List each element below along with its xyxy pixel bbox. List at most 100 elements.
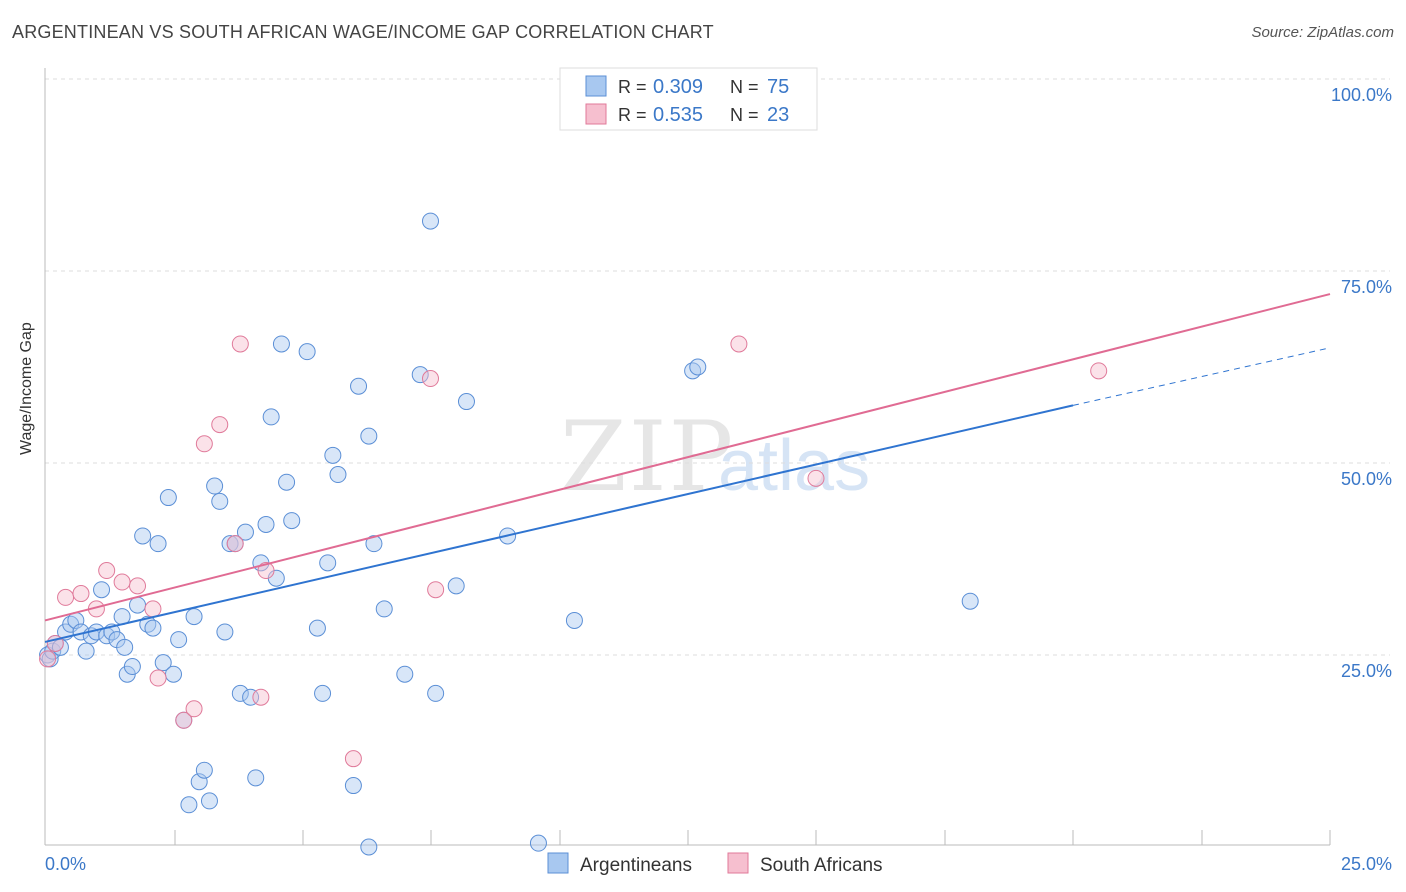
data-point-blue [360,427,378,445]
legend-swatch-pink [585,103,607,125]
data-point-pink [129,577,147,595]
data-point-blue [116,638,134,656]
data-point-blue [195,761,213,779]
data-point-blue [231,684,249,702]
data-point-pink [113,573,131,591]
data-point-pink [422,370,439,388]
legend-swatch-bottom-pink [727,852,749,874]
data-point-blue [159,489,177,507]
data-point-pink [195,435,213,453]
data-point-blue [457,393,475,411]
data-point-pink [185,700,203,718]
data-point-blue [236,523,254,541]
data-point-blue [319,554,337,572]
y-tick-label: 50.0% [1341,469,1392,489]
data-point-blue [365,535,383,553]
data-point-blue [134,527,152,545]
data-point-blue [283,512,301,530]
data-point-blue [154,654,172,672]
data-point-blue [170,631,188,649]
data-point-blue [961,592,979,610]
data-point-pink [144,600,162,618]
data-point-pink [252,688,270,706]
watermark-atlas: atlas [718,426,870,506]
data-point-blue [278,473,296,491]
trend-line-blue-dashed [1072,347,1331,406]
data-point-blue [129,596,147,614]
data-point-blue [427,684,445,702]
x-tick-label: 25.0% [1341,854,1392,874]
legend-series-name: Argentineans [580,855,692,876]
data-point-blue [165,665,182,683]
data-point-blue [93,581,111,599]
data-point-blue [257,515,275,533]
trend-line-pink [44,293,1331,622]
data-point-blue [324,446,342,464]
data-point-blue [180,796,198,814]
legend-n-label: N = [730,105,759,125]
chart-title: ARGENTINEAN VS SOUTH AFRICAN WAGE/INCOME… [12,22,714,42]
data-point-blue [529,834,547,852]
data-point-pink [427,581,445,599]
data-point-blue [360,838,378,856]
data-point-blue [242,688,260,706]
data-point-blue [411,366,429,384]
legend-r-value: 0.535 [653,104,703,126]
data-point-blue [149,535,167,553]
data-point-blue [422,212,439,230]
data-point-blue [396,665,414,683]
data-point-pink [1090,362,1108,380]
data-point-pink [344,750,362,768]
legend-n-value: 75 [767,76,789,98]
data-point-blue [262,408,280,426]
data-point-blue [211,492,229,510]
data-point-pink [257,562,275,580]
trend-line-blue [44,404,1074,643]
watermark-zip: ZIP [560,401,735,513]
data-point-blue [247,769,265,787]
data-point-blue [447,577,465,595]
legend-swatch-bottom-blue [547,852,569,874]
legend-n-label: N = [730,77,759,97]
data-point-blue [565,611,583,629]
data-point-blue [350,377,368,395]
legend-r-label: R = [618,77,647,97]
legend-r-label: R = [618,105,647,125]
data-point-blue [206,477,224,495]
data-point-pink [72,585,90,603]
data-point-pink [175,711,193,729]
data-point-blue [272,335,290,353]
data-point-blue [77,642,95,660]
data-point-pink [807,469,825,487]
data-point-pink [39,650,57,668]
data-point-blue [185,608,203,626]
data-point-pink [211,416,229,434]
data-point-blue [216,623,234,641]
source-label: Source: ZipAtlas.com [1251,24,1394,41]
data-point-blue [221,535,239,553]
y-tick-label: 25.0% [1341,661,1392,681]
data-point-pink [231,335,249,353]
data-point-pink [226,535,244,553]
y-tick-label: 100.0% [1331,85,1392,105]
data-point-blue [144,619,162,637]
data-point-blue [308,619,326,637]
data-point-pink [730,335,748,353]
data-point-blue [329,466,347,484]
data-point-blue [344,777,362,795]
data-point-blue [314,684,332,702]
data-point-blue [689,358,707,376]
y-tick-label: 75.0% [1341,277,1392,297]
data-point-blue [298,343,316,361]
data-point-blue [375,600,393,618]
legend-n-value: 23 [767,104,789,126]
data-point-pink [57,588,75,606]
legend-series-name: South Africans [760,855,883,876]
data-point-blue [200,792,218,810]
data-point-blue [123,658,141,676]
data-point-pink [149,669,167,687]
legend-r-value: 0.309 [653,76,703,98]
data-point-pink [98,562,116,580]
legend-swatch-blue [585,75,607,97]
